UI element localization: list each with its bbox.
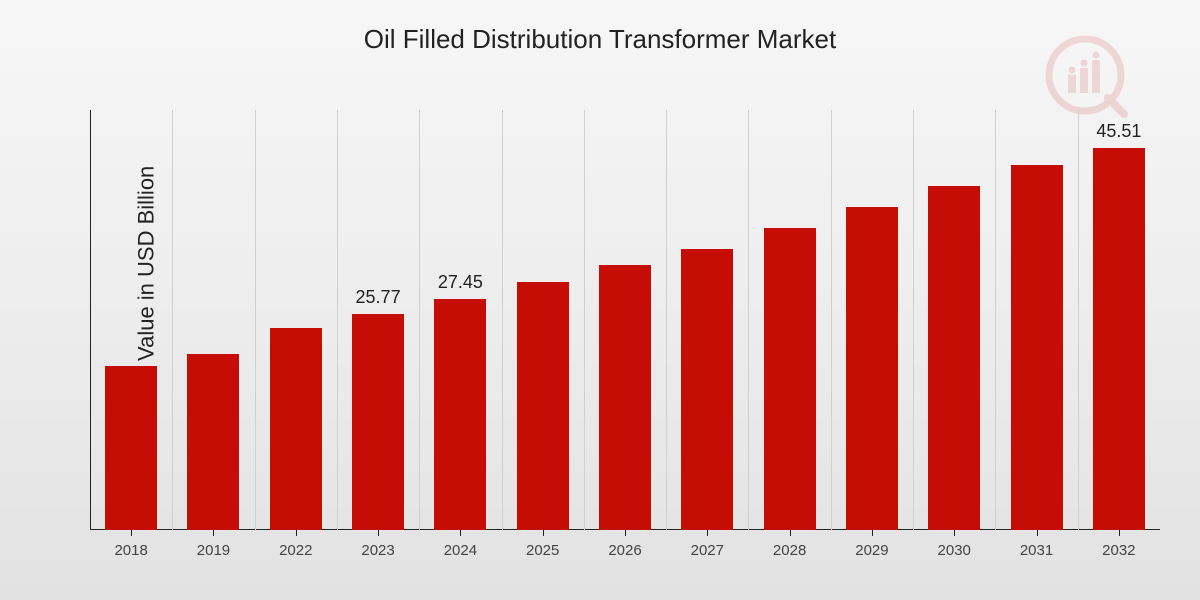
x-axis-category-label: 2029 <box>855 542 888 559</box>
x-tick <box>213 530 214 536</box>
x-axis-category-label: 2028 <box>773 542 806 559</box>
bar <box>434 299 486 530</box>
x-axis-category-label: 2022 <box>279 542 312 559</box>
bar <box>105 366 157 530</box>
x-tick <box>131 530 132 536</box>
bar <box>1093 148 1145 530</box>
x-axis-category-label: 2019 <box>197 542 230 559</box>
bar <box>928 186 980 530</box>
gridline-vertical <box>913 110 914 530</box>
gridline-vertical <box>748 110 749 530</box>
x-axis-category-label: 2024 <box>444 542 477 559</box>
bar <box>846 207 898 530</box>
gridline-vertical <box>831 110 832 530</box>
bar-value-label: 27.45 <box>438 272 483 293</box>
x-axis-category-label: 2027 <box>691 542 724 559</box>
gridline-vertical <box>584 110 585 530</box>
x-tick <box>707 530 708 536</box>
x-tick <box>790 530 791 536</box>
x-tick <box>1119 530 1120 536</box>
bar <box>681 249 733 530</box>
gridline-vertical <box>337 110 338 530</box>
bar <box>270 328 322 530</box>
x-axis-category-label: 2026 <box>608 542 641 559</box>
x-tick <box>1037 530 1038 536</box>
bar <box>1011 165 1063 530</box>
gridline-vertical <box>172 110 173 530</box>
x-axis-category-label: 2025 <box>526 542 559 559</box>
x-tick <box>954 530 955 536</box>
x-tick <box>296 530 297 536</box>
x-tick <box>872 530 873 536</box>
bar-value-label: 45.51 <box>1096 121 1141 142</box>
gridline-vertical <box>666 110 667 530</box>
gridline-vertical <box>1078 110 1079 530</box>
x-axis-category-label: 2030 <box>938 542 971 559</box>
y-axis-line <box>90 110 91 530</box>
gridline-vertical <box>995 110 996 530</box>
x-axis-category-label: 2018 <box>114 542 147 559</box>
bar <box>517 282 569 530</box>
x-tick <box>543 530 544 536</box>
bar <box>352 314 404 530</box>
x-tick <box>378 530 379 536</box>
x-tick <box>460 530 461 536</box>
chart-plot-area: 25.77 27.45 45.51 <box>90 110 1160 530</box>
bar <box>599 265 651 530</box>
bar <box>187 354 239 530</box>
x-axis-category-label: 2031 <box>1020 542 1053 559</box>
gridline-vertical <box>255 110 256 530</box>
x-axis-category-label: 2023 <box>361 542 394 559</box>
gridline-vertical <box>502 110 503 530</box>
x-tick <box>625 530 626 536</box>
chart-title: Oil Filled Distribution Transformer Mark… <box>0 24 1200 55</box>
bar <box>764 228 816 530</box>
gridline-vertical <box>419 110 420 530</box>
bar-value-label: 25.77 <box>356 287 401 308</box>
x-axis-category-label: 2032 <box>1102 542 1135 559</box>
